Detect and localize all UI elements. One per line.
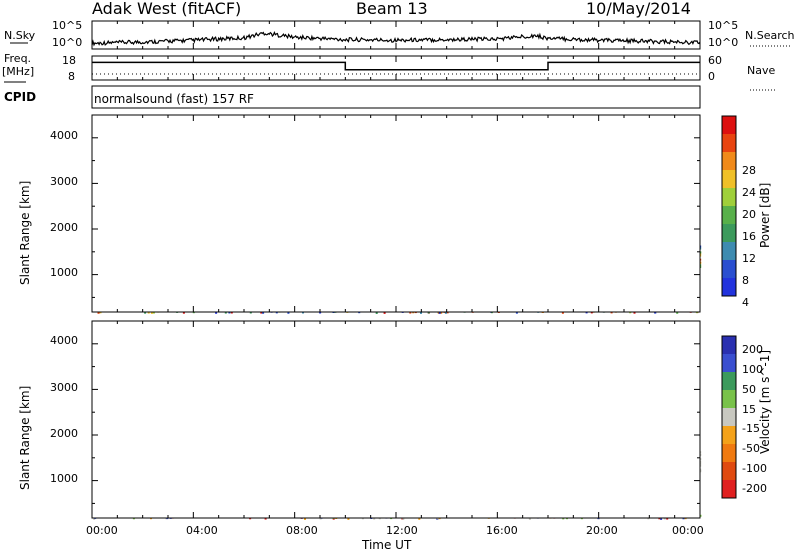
frequency-line (92, 61, 700, 71)
date-title: 10/May/2014 (586, 0, 691, 18)
beam-title: Beam 13 (356, 0, 428, 18)
station-title: Adak West (fitACF) (92, 0, 241, 18)
sky-noise-line (91, 30, 701, 47)
